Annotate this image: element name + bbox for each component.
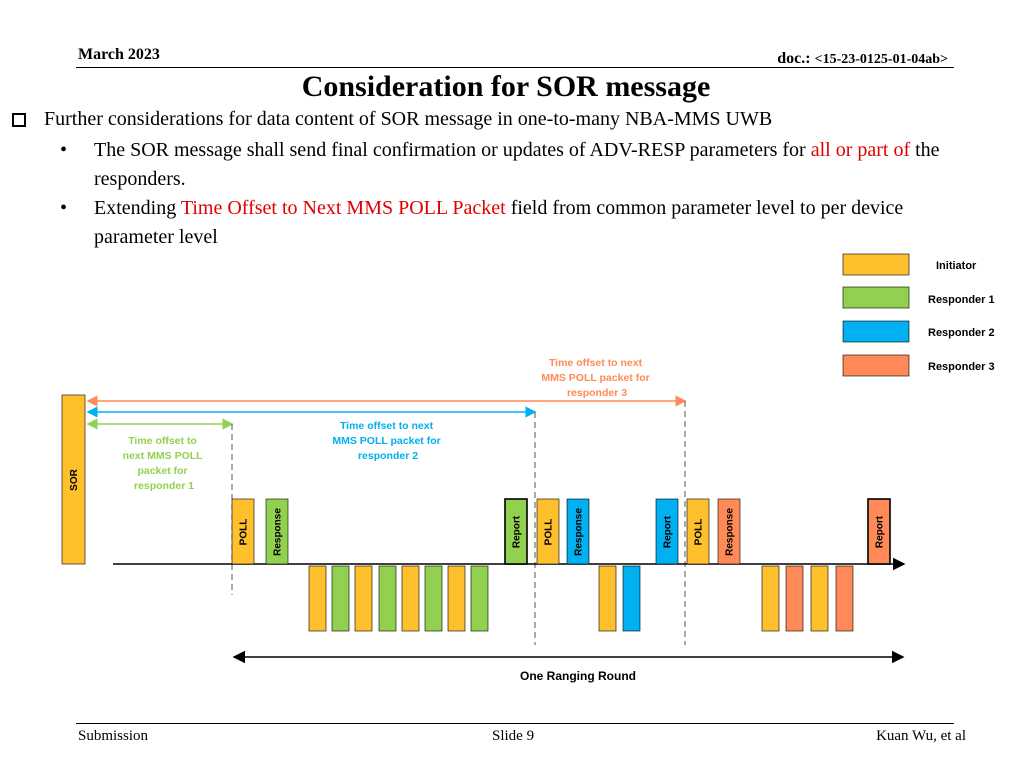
header-date: March 2023 <box>78 46 160 63</box>
sub2-highlight: Time Offset to Next MMS POLL Packet <box>180 197 506 219</box>
sub2-text: Extending <box>94 197 181 219</box>
lower-responder1-packet <box>424 565 443 632</box>
response-label-r3: Response <box>725 508 736 556</box>
header-rule <box>76 67 954 68</box>
lower-initiator-packet <box>308 565 327 632</box>
sub-point-1: • The SOR message shall send final confir… <box>60 136 974 194</box>
report-label-r1: Report <box>512 515 523 548</box>
report-packet-r2 <box>655 498 679 565</box>
legend-initiator-swatch <box>842 253 910 276</box>
sor-label: SOR <box>69 468 80 490</box>
report-packet-r1 <box>504 498 528 565</box>
lower-initiator-packet <box>761 565 780 632</box>
bullet-dot-icon: • <box>60 139 68 161</box>
lower-initiator-packet <box>598 565 617 632</box>
sor-packet <box>61 394 86 565</box>
lower-responder1-packet <box>470 565 489 632</box>
lower-responder2-packet <box>622 565 641 632</box>
main-point: Further considerations for data content … <box>44 108 773 130</box>
sub-point-2: • Extending Time Offset to Next MMS POLL … <box>60 194 974 252</box>
doc-number: <15-23-0125-01-04ab> <box>814 52 948 67</box>
lower-responder1-packet <box>378 565 397 632</box>
poll-packet-1 <box>231 498 255 565</box>
poll-label-2: POLL <box>544 519 555 546</box>
lower-initiator-packet <box>354 565 373 632</box>
legend: Initiator Responder 1 Responder 2 Respon… <box>842 253 995 377</box>
doc-prefix: doc.: <box>777 50 815 67</box>
header-doc-id: doc.: <15-23-0125-01-04ab> <box>777 50 948 68</box>
bullet-dot-icon: • <box>60 197 68 219</box>
legend-responder2-label: Responder 2 <box>928 327 995 339</box>
lower-initiator-packet <box>810 565 829 632</box>
footer-slide-number: Slide 9 <box>492 728 535 744</box>
response-label-r1: Response <box>273 508 284 556</box>
report-packet-r3 <box>867 498 891 565</box>
ranging-round-label: One Ranging Round <box>520 669 636 683</box>
upper-packets: POLL Response Report POLL Response Repor… <box>231 498 891 565</box>
lower-initiator-packet <box>401 565 420 632</box>
report-label-r2: Report <box>663 515 674 548</box>
slide-title: Consideration for SOR message <box>301 70 711 103</box>
footer-rule <box>76 723 954 724</box>
poll-label-1: POLL <box>239 519 250 546</box>
legend-responder3-swatch <box>842 354 910 377</box>
legend-responder2-swatch <box>842 320 910 343</box>
sub1-tail: the responders. <box>94 139 940 190</box>
sub2-tail: field from common parameter level to per… <box>94 197 904 248</box>
lower-responder1-packet <box>331 565 350 632</box>
lower-responder3-packet <box>835 565 854 632</box>
lower-packets <box>308 565 854 632</box>
response-packet-r1 <box>265 498 289 565</box>
response-packet-r2 <box>566 498 590 565</box>
response-label-r2: Response <box>574 508 585 556</box>
legend-responder1-swatch <box>842 286 910 309</box>
legend-initiator-label: Initiator <box>936 260 977 272</box>
sub1-highlight: all or part of <box>810 139 911 161</box>
poll-packet-2 <box>536 498 560 565</box>
response-packet-r3 <box>717 498 741 565</box>
offset-label-responder2: Time offset to next MMS POLL packet for … <box>332 420 443 462</box>
lower-initiator-packet <box>447 565 466 632</box>
poll-packet-3 <box>686 498 710 565</box>
offset-label-responder1: Time offset to next MMS POLL packet for … <box>123 435 206 492</box>
legend-responder3-label: Responder 3 <box>928 361 995 373</box>
lower-responder3-packet <box>785 565 804 632</box>
square-bullet-icon <box>12 113 26 127</box>
footer-submission: Submission <box>78 728 149 744</box>
offset-label-responder3: Time offset to next MMS POLL packet for … <box>541 357 652 399</box>
sub1-text: The SOR message shall send final confirm… <box>94 139 811 161</box>
poll-label-3: POLL <box>694 519 705 546</box>
legend-responder1-label: Responder 1 <box>928 294 995 306</box>
report-label-r3: Report <box>875 515 886 548</box>
footer-author: Kuan Wu, et al <box>876 728 966 744</box>
